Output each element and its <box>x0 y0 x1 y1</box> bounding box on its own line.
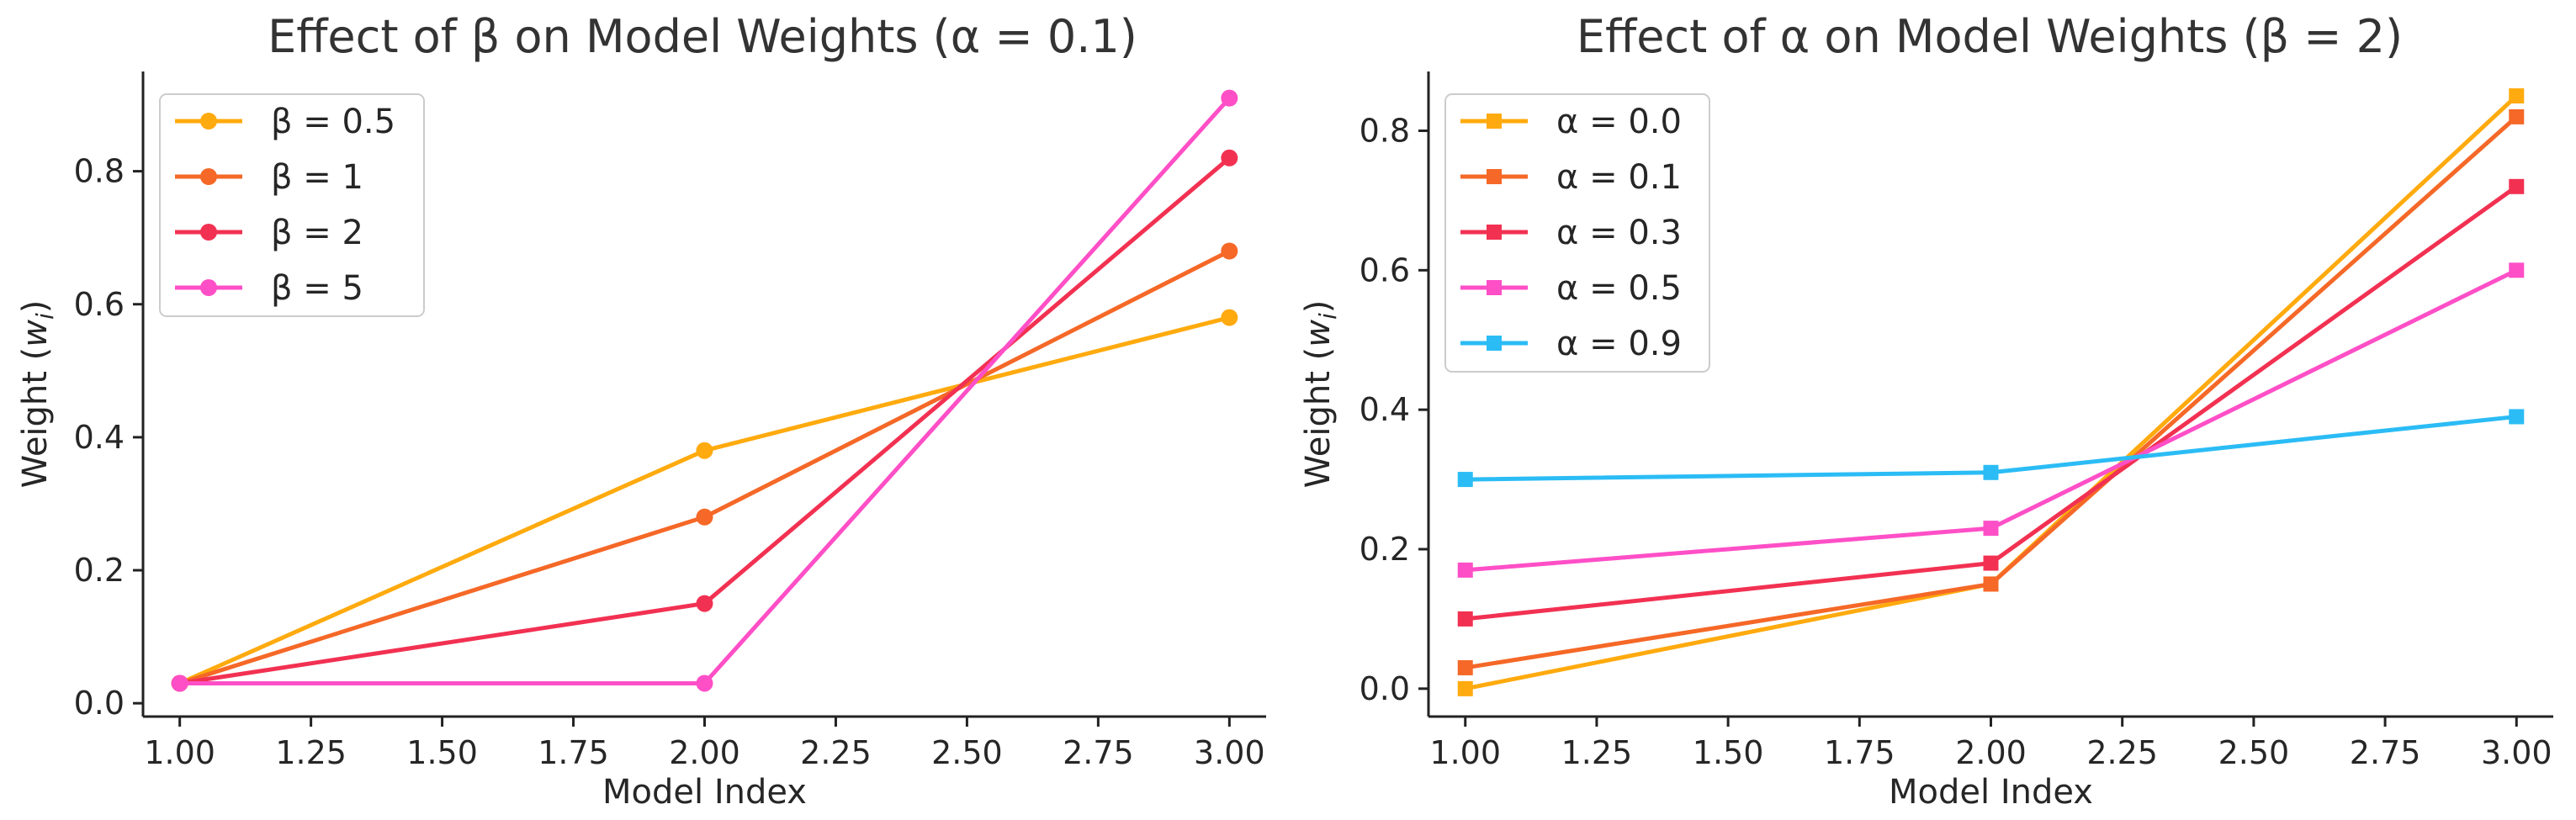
alpha-y-tick-label: 0.2 <box>1360 531 1410 568</box>
alpha-x-tick-label: 1.25 <box>1561 734 1633 771</box>
beta-legend-entry-2-label: β = 2 <box>271 214 363 252</box>
alpha-series-0-0-point <box>1457 680 1473 696</box>
alpha-series-0-5-point <box>1457 562 1473 578</box>
alpha-x-tick-label: 1.75 <box>1824 734 1895 771</box>
alpha-series-0-1-point <box>2509 108 2525 124</box>
beta-series-5-point <box>1221 89 1238 107</box>
beta-series-2-point <box>1221 149 1238 167</box>
alpha-legend: α = 0.0 α = 0.1 α = 0.3 α = 0.5 α = 0.9 <box>1444 93 1710 373</box>
alpha-x-tick-label: 2.00 <box>1955 734 2027 771</box>
beta-legend-entry-5-swatch-marker <box>200 279 217 296</box>
beta-x-tick-label: 1.50 <box>406 734 478 771</box>
beta-x-tick-label: 2.00 <box>669 734 740 771</box>
alpha-y-axis-label-var: w <box>1299 320 1338 347</box>
beta-y-tick-label: 0.0 <box>74 685 125 722</box>
beta-y-axis-label-var: w <box>16 320 55 347</box>
alpha-y-axis-label: Weight (wi) <box>1299 300 1342 489</box>
alpha-legend-entry-0-1-label: α = 0.1 <box>1556 158 1682 197</box>
beta-series-0-5-point <box>696 442 713 459</box>
beta-legend-entry-1-swatch-marker <box>200 168 217 185</box>
alpha-series-0-5-point <box>2509 262 2525 278</box>
beta-series-5-point <box>696 675 713 692</box>
alpha-y-axis-label-end: ) <box>1299 300 1338 314</box>
beta-legend-box <box>159 93 425 317</box>
beta-chart-title: Effect of β on Model Weights (α = 0.1) <box>268 10 1137 63</box>
beta-y-tick-label: 0.8 <box>74 153 125 190</box>
alpha-legend-entry-0-1-swatch-marker <box>1487 169 1502 184</box>
beta-y-axis-label-text: Weight ( <box>16 347 55 489</box>
beta-legend-entry-2-swatch-marker <box>200 224 217 241</box>
beta-legend-entry-0-5-swatch-marker <box>200 113 217 130</box>
alpha-x-axis-label: Model Index <box>1889 773 2093 812</box>
beta-x-tick-label: 1.25 <box>275 734 347 771</box>
alpha-series-0-9-point <box>1457 472 1473 488</box>
alpha-y-axis-label-sub: i <box>1314 313 1342 320</box>
alpha-series-0-5-point <box>1983 521 1999 537</box>
alpha-legend-entry-0-9-swatch-marker <box>1487 336 1502 351</box>
alpha-series-0-3-point <box>2509 178 2525 194</box>
alpha-y-tick-label: 0.6 <box>1360 251 1410 288</box>
beta-series-1-point <box>1221 242 1238 260</box>
beta-legend: β = 0.5 β = 1 β = 2 β = 5 <box>159 93 425 317</box>
alpha-y-axis-label-text: Weight ( <box>1299 347 1338 489</box>
alpha-x-tick-label: 1.00 <box>1429 734 1501 771</box>
alpha-y-tick-label: 0.0 <box>1360 670 1410 707</box>
alpha-y-tick-label: 0.4 <box>1360 391 1410 428</box>
beta-x-tick-label: 1.00 <box>144 734 215 771</box>
alpha-x-tick-label: 2.25 <box>2086 734 2158 771</box>
beta-series-1-point <box>696 508 713 526</box>
alpha-series-0-1-point <box>1983 576 1999 592</box>
alpha-y-tick-label: 0.8 <box>1360 112 1410 149</box>
alpha-legend-entry-0-3-label: α = 0.3 <box>1556 214 1682 252</box>
alpha-series-0-3-point <box>1457 611 1473 627</box>
alpha-x-tick-label: 2.75 <box>2350 734 2421 771</box>
beta-legend-entry-5-label: β = 5 <box>271 269 363 308</box>
alpha-legend-entry-0-0-label: α = 0.0 <box>1556 103 1682 141</box>
alpha-series-0-0-point <box>2509 88 2525 104</box>
beta-y-axis-label: Weight (wi) <box>16 300 59 489</box>
alpha-legend-entry-0-0-swatch-marker <box>1487 114 1502 129</box>
beta-x-axis-label: Model Index <box>602 773 807 812</box>
alpha-x-tick-label: 3.00 <box>2481 734 2552 771</box>
beta-x-tick-label: 2.75 <box>1063 734 1134 771</box>
beta-legend-entry-0-5-label: β = 0.5 <box>271 103 395 141</box>
beta-y-tick-label: 0.4 <box>74 419 125 456</box>
alpha-x-tick-label: 2.50 <box>2218 734 2290 771</box>
alpha-legend-entry-0-5-label: α = 0.5 <box>1556 269 1682 308</box>
beta-series-0-5-point <box>1221 309 1238 326</box>
chart-beta-panel: Effect of β on Model Weights (α = 0.1) 1.… <box>16 10 1266 812</box>
alpha-legend-box <box>1444 93 1710 373</box>
beta-legend-entry-1-label: β = 1 <box>271 158 363 197</box>
beta-x-tick-label: 2.50 <box>931 734 1003 771</box>
alpha-series-0-9-point <box>1983 464 1999 480</box>
beta-y-tick-label: 0.6 <box>74 286 125 323</box>
chart-alpha-panel: Effect of α on Model Weights (β = 2) 1.00… <box>1299 10 2553 812</box>
beta-x-tick-label: 2.25 <box>800 734 872 771</box>
beta-y-tick-label: 0.2 <box>74 552 125 589</box>
beta-series-5-point <box>171 675 188 692</box>
alpha-legend-entry-0-5-swatch-marker <box>1487 280 1502 295</box>
alpha-legend-entry-0-9-label: α = 0.9 <box>1556 325 1682 363</box>
beta-series-2-point <box>696 595 713 612</box>
beta-x-tick-label: 3.00 <box>1194 734 1265 771</box>
beta-y-axis-label-sub: i <box>31 313 59 320</box>
alpha-series-0-9-point <box>2509 409 2525 425</box>
beta-x-tick-label: 1.75 <box>538 734 609 771</box>
alpha-series-0-3-point <box>1983 555 1999 571</box>
beta-series-0-5-line <box>178 315 1232 685</box>
beta-y-axis-label-end: ) <box>16 300 55 314</box>
alpha-x-tick-label: 1.50 <box>1693 734 1764 771</box>
alpha-series-0-1-point <box>1457 659 1473 675</box>
alpha-chart-title: Effect of α on Model Weights (β = 2) <box>1577 10 2403 63</box>
alpha-legend-entry-0-3-swatch-marker <box>1487 225 1502 240</box>
